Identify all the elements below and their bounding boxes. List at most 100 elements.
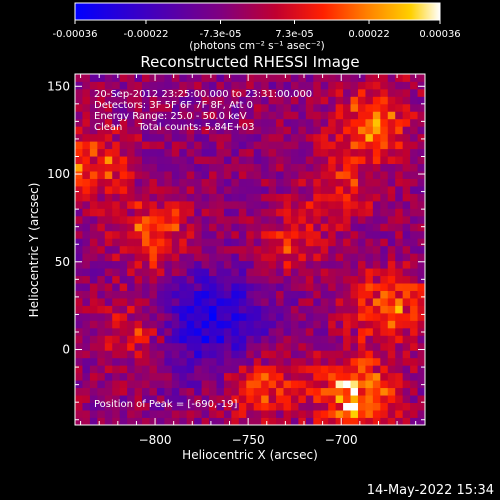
- heatmap-cell: [313, 305, 322, 314]
- heatmap-cell: [231, 245, 240, 254]
- heatmap-cell: [365, 238, 374, 247]
- heatmap-cell: [209, 417, 217, 426]
- heatmap-cell: [276, 327, 284, 336]
- heatmap-cell: [216, 402, 225, 411]
- heatmap-cell: [97, 215, 106, 224]
- heatmap-cell: [313, 410, 322, 418]
- heatmap-cell: [171, 312, 180, 321]
- heatmap-cell: [350, 230, 359, 239]
- heatmap-cell: [402, 111, 411, 120]
- heatmap-cell: [305, 156, 314, 165]
- heatmap-cell: [194, 200, 202, 209]
- heatmap-cell: [119, 186, 128, 194]
- heatmap-cell: [305, 260, 314, 269]
- heatmap-cell: [89, 395, 98, 403]
- heatmap-cell: [164, 342, 173, 351]
- heatmap-cell: [343, 96, 351, 105]
- heatmap-cell: [149, 238, 158, 247]
- heatmap-cell: [119, 335, 128, 344]
- heatmap-cell: [276, 402, 284, 411]
- heatmap-cell: [380, 148, 389, 157]
- heatmap-cell: [186, 245, 195, 254]
- heatmap-cell: [335, 88, 344, 97]
- heatmap-cell: [246, 253, 255, 262]
- heatmap-cell: [261, 96, 270, 105]
- heatmap-cell: [112, 245, 121, 254]
- heatmap-cell: [156, 320, 165, 329]
- heatmap-cell: [313, 283, 322, 291]
- heatmap-cell: [209, 350, 217, 359]
- heatmap-cell: [112, 133, 121, 142]
- heatmap-cell: [194, 305, 202, 314]
- heatmap-cell: [417, 245, 426, 254]
- heatmap-cell: [357, 118, 366, 127]
- heatmap-cell: [357, 387, 366, 396]
- heatmap-cell: [89, 148, 98, 157]
- heatmap-cell: [216, 223, 225, 232]
- heatmap-cell: [283, 268, 292, 277]
- heatmap-cell: [238, 163, 247, 172]
- heatmap-cell: [201, 111, 210, 120]
- heatmap-cell: [89, 74, 98, 82]
- heatmap-cell: [223, 305, 232, 314]
- heatmap-cell: [82, 81, 91, 90]
- heatmap-cell: [186, 223, 195, 232]
- heatmap-cell: [134, 372, 143, 381]
- heatmap-cell: [298, 74, 307, 82]
- heatmap-cell: [127, 350, 135, 359]
- heatmap-cell: [350, 208, 359, 217]
- heatmap-cell: [380, 103, 389, 112]
- heatmap-cell: [298, 96, 307, 105]
- heatmap-cell: [268, 327, 277, 336]
- heatmap-cell: [231, 342, 240, 351]
- heatmap-cell: [335, 410, 344, 418]
- heatmap-cell: [104, 111, 113, 120]
- heatmap-cell: [89, 141, 98, 150]
- heatmap-cell: [350, 312, 359, 321]
- heatmap-cell: [97, 253, 106, 262]
- heatmap-cell: [75, 208, 83, 217]
- heatmap-cell: [231, 163, 240, 172]
- heatmap-cell: [82, 268, 91, 277]
- heatmap-cell: [328, 193, 337, 202]
- heatmap-cell: [335, 275, 344, 284]
- heatmap-cell: [357, 81, 366, 90]
- heatmap-cell: [82, 141, 91, 150]
- heatmap-cell: [246, 380, 255, 389]
- heatmap-cell: [387, 111, 396, 120]
- heatmap-cell: [194, 156, 202, 165]
- heatmap-cell: [305, 268, 314, 277]
- heatmap-cell: [194, 327, 202, 336]
- heatmap-cell: [290, 163, 299, 172]
- heatmap-cell: [268, 417, 277, 426]
- heatmap-cell: [343, 365, 351, 374]
- heatmap-cell: [380, 395, 389, 403]
- heatmap-cell: [119, 208, 128, 217]
- heatmap-cell: [164, 268, 173, 277]
- heatmap-cell: [127, 357, 135, 366]
- heatmap-cell: [119, 290, 128, 299]
- heatmap-cell: [402, 223, 411, 232]
- heatmap-cell: [97, 320, 106, 329]
- heatmap-cell: [97, 387, 106, 396]
- heatmap-cell: [253, 88, 262, 97]
- heatmap-cell: [313, 148, 322, 157]
- heatmap-cell: [283, 171, 292, 179]
- heatmap-cell: [380, 133, 389, 142]
- heatmap-cell: [238, 283, 247, 291]
- heatmap-cell: [112, 298, 121, 306]
- heatmap-cell: [216, 215, 225, 224]
- heatmap-cell: [171, 283, 180, 291]
- heatmap-cell: [380, 402, 389, 411]
- heatmap-cell: [82, 283, 91, 291]
- heatmap-cell: [156, 178, 165, 187]
- heatmap-cell: [119, 148, 128, 157]
- heatmap-cell: [156, 118, 165, 127]
- heatmap-cell: [410, 215, 418, 224]
- heatmap-cell: [335, 327, 344, 336]
- heatmap-cell: [268, 290, 277, 299]
- heatmap-cell: [238, 193, 247, 202]
- heatmap-cell: [82, 387, 91, 396]
- heatmap-cell: [372, 350, 381, 359]
- heatmap-cell: [335, 163, 344, 172]
